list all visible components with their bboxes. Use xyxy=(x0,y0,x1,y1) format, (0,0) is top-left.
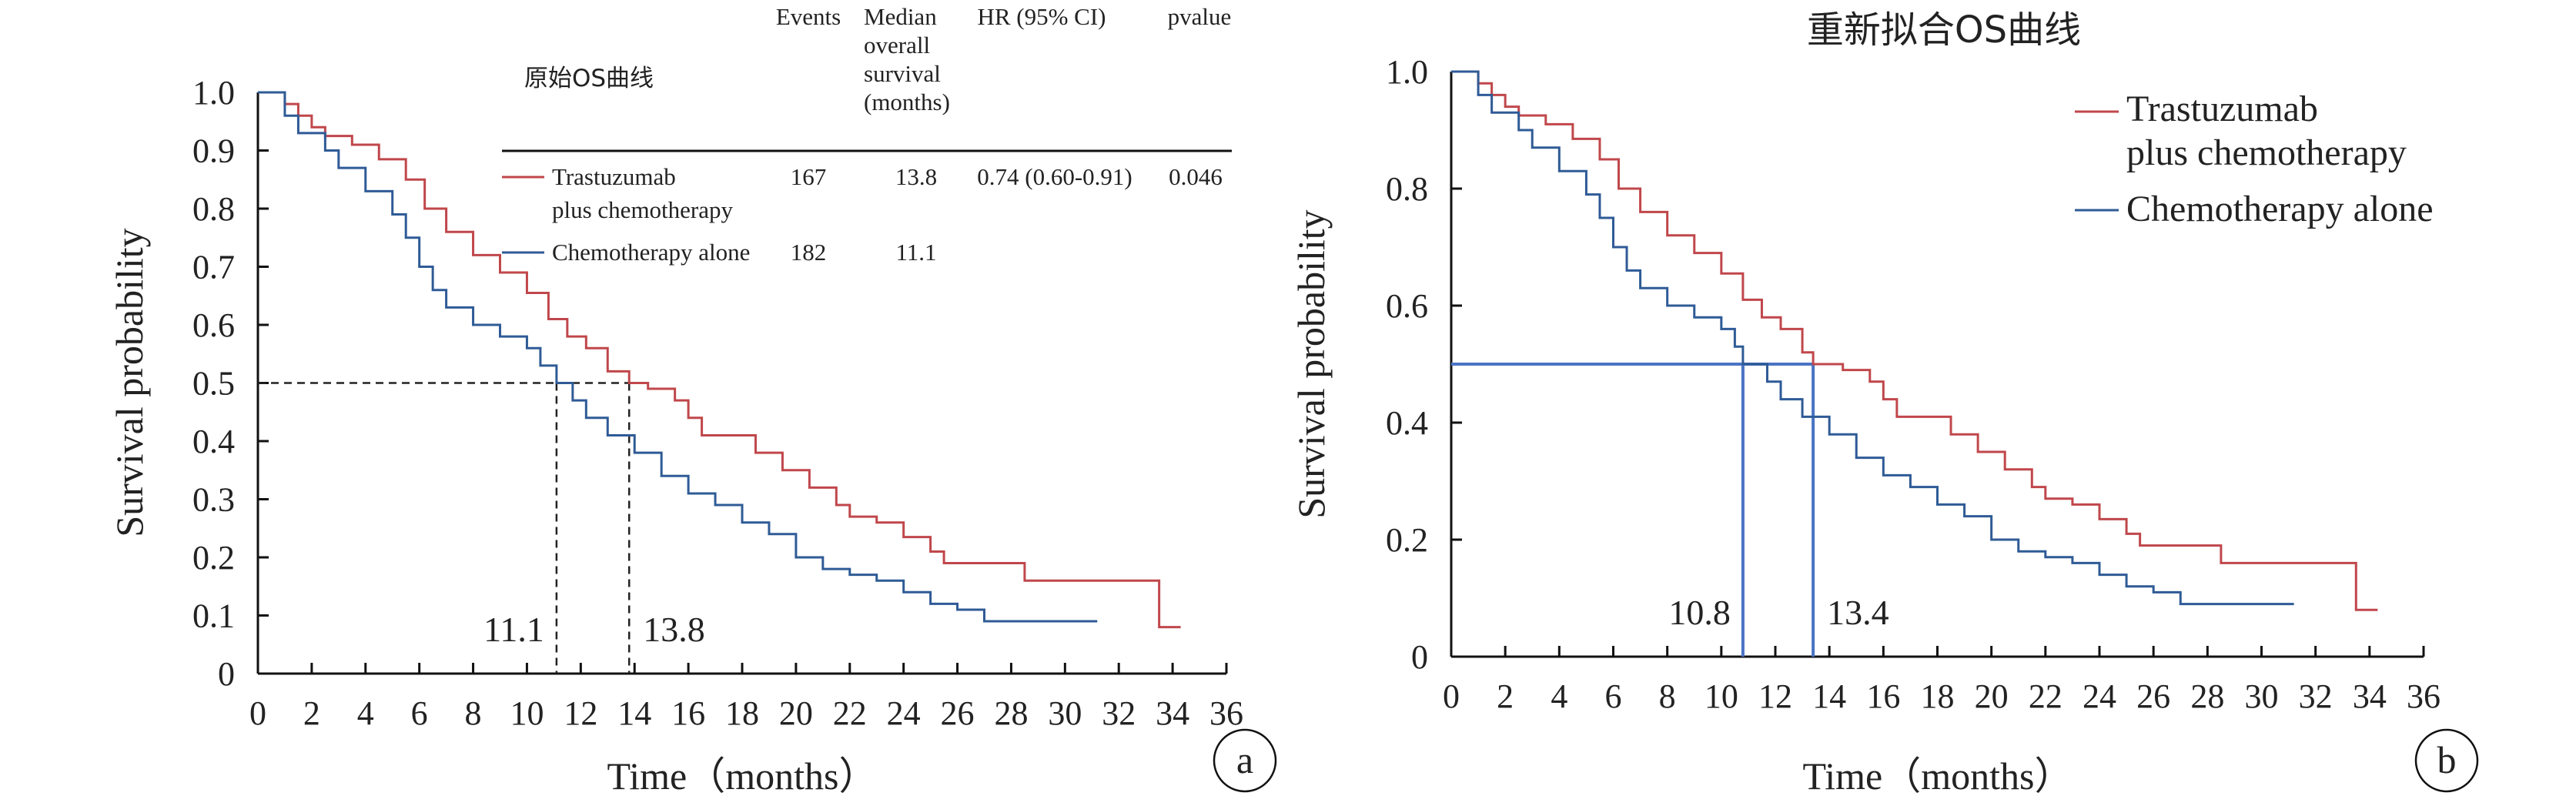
x-tick-label: 16 xyxy=(1866,677,1900,715)
table-header-median-line: Median xyxy=(864,3,937,30)
legend-label-chemotherapy: Chemotherapy alone xyxy=(2126,189,2434,229)
table-cell-hr: 0.74 (0.60-0.91) xyxy=(977,163,1132,190)
y-tick-label: 0.1 xyxy=(192,597,235,635)
x-tick-label: 24 xyxy=(887,694,921,732)
x-tick-label: 20 xyxy=(779,694,813,732)
panel-a: 0 2 4 6 8 10 12 14 16 18 20 22 24 26 28 30 32 34 3600.10.2… xyxy=(108,3,1277,798)
x-tick-label: 22 xyxy=(2029,677,2062,715)
x-tick-label: 6 xyxy=(1605,677,1622,715)
x-tick-label: 24 xyxy=(2083,677,2116,715)
x-tick-label: 26 xyxy=(941,694,975,732)
x-tick-label: 26 xyxy=(2136,677,2170,715)
y-tick-label: 0.2 xyxy=(192,539,235,577)
x-tick-label: 14 xyxy=(1812,677,1846,715)
x-tick-label: 8 xyxy=(1659,677,1676,715)
y-tick-label: 0.7 xyxy=(192,249,235,286)
x-tick-label: 4 xyxy=(357,694,374,732)
x-tick-label: 0 xyxy=(1443,677,1460,715)
panel-a-title: 原始OS曲线 xyxy=(524,65,654,92)
median-label: 11.1 xyxy=(483,610,544,649)
panel-b-title: 重新拟合OS曲线 xyxy=(1807,8,2081,52)
x-tick-label: 32 xyxy=(2299,677,2333,715)
y-tick-label: 0 xyxy=(218,655,235,693)
x-tick-label: 2 xyxy=(1497,677,1514,715)
x-tick-label: 10 xyxy=(510,694,544,732)
y-tick-label: 0.8 xyxy=(1386,170,1428,208)
series-line-1 xyxy=(1451,70,2294,606)
x-tick-label: 28 xyxy=(994,694,1028,732)
y-tick-label: 0.9 xyxy=(192,132,235,170)
x-tick-label: 36 xyxy=(1209,694,1243,732)
x-tick-label: 8 xyxy=(465,694,482,732)
table-row-label-line: Trastuzumab xyxy=(552,163,676,190)
y-tick-label: 0 xyxy=(1411,638,1428,676)
x-tick-label: 16 xyxy=(671,694,705,732)
y-tick-label: 0.4 xyxy=(1386,404,1428,442)
x-tick-label: 4 xyxy=(1551,677,1567,715)
y-axis-title: Survival probability xyxy=(1290,209,1333,518)
legend-label-line: plus chemotherapy xyxy=(2126,132,2407,173)
series-line-0 xyxy=(258,91,1181,629)
table-cell-median: 13.8 xyxy=(895,163,937,190)
panel-b: 0 2 4 6 8 10 12 14 16 18 20 22 24 26 28 30 32 34 3600.20.4… xyxy=(1290,8,2479,798)
series-line-1 xyxy=(258,91,1098,623)
x-tick-label: 12 xyxy=(1758,677,1792,715)
x-tick-label: 34 xyxy=(1156,694,1189,732)
table-cell-events: 167 xyxy=(791,163,827,190)
y-axis-title: Survival probability xyxy=(108,228,151,537)
y-tick-label: 0.6 xyxy=(192,306,235,344)
panel-letter-circle xyxy=(1213,728,1277,793)
x-tick-label: 32 xyxy=(1102,694,1136,732)
median-label: 13.4 xyxy=(1827,593,1889,632)
x-tick-label: 18 xyxy=(1921,677,1955,715)
table-header-median: Median overall survival (months) xyxy=(864,3,950,115)
table-header-hr: HR (95% CI) xyxy=(977,3,1106,30)
x-axis-title: Time（months） xyxy=(607,754,877,798)
table-cell-events: 182 xyxy=(791,239,827,266)
legend-label-line: Trastuzumab xyxy=(2126,89,2318,129)
table-header-median-line: (months) xyxy=(864,89,950,115)
x-tick-label: 30 xyxy=(1048,694,1082,732)
x-tick-label: 12 xyxy=(564,694,597,732)
x-tick-label: 10 xyxy=(1705,677,1738,715)
table-header-median-line: overall xyxy=(864,32,930,59)
x-tick-label: 2 xyxy=(303,694,320,732)
y-tick-label: 0.5 xyxy=(192,365,235,403)
x-tick-label: 6 xyxy=(411,694,428,732)
y-tick-label: 1.0 xyxy=(192,74,235,112)
y-tick-label: 0.3 xyxy=(192,481,235,519)
table-header-events: Events xyxy=(776,3,841,30)
table-row-label: Chemotherapy alone xyxy=(552,239,750,266)
x-tick-label: 14 xyxy=(617,694,651,732)
x-tick-label: 34 xyxy=(2353,677,2387,715)
table-cell-pvalue: 0.046 xyxy=(1169,163,1223,190)
x-axis-title: Time（months） xyxy=(1802,754,2073,798)
x-tick-label: 28 xyxy=(2190,677,2224,715)
x-tick-label: 36 xyxy=(2407,677,2441,715)
y-tick-label: 0.6 xyxy=(1386,287,1428,325)
x-tick-label: 30 xyxy=(2245,677,2279,715)
table-header-median-line: survival xyxy=(864,60,941,87)
y-tick-label: 0.4 xyxy=(192,423,235,460)
y-tick-label: 0.8 xyxy=(192,190,235,228)
table-row-label: Trastuzumab plus chemotherapy xyxy=(552,163,734,223)
table-row-label-line: plus chemotherapy xyxy=(552,196,734,223)
table-cell-median: 11.1 xyxy=(895,239,936,266)
panel-letter: a xyxy=(1236,738,1253,781)
x-tick-label: 18 xyxy=(725,694,759,732)
panel-letter-circle xyxy=(2414,728,2479,793)
median-label: 10.8 xyxy=(1668,593,1731,632)
series-line-0 xyxy=(1451,70,2378,611)
median-label: 13.8 xyxy=(643,610,705,649)
x-tick-label: 20 xyxy=(1975,677,2009,715)
table-header-pvalue: pvalue xyxy=(1168,3,1232,30)
y-tick-label: 1.0 xyxy=(1386,53,1428,91)
x-tick-label: 0 xyxy=(249,694,266,732)
legend-label-trastuzumab: Trastuzumab plus chemotherapy xyxy=(2126,89,2407,173)
panel-letter: b xyxy=(2437,738,2457,781)
y-tick-label: 0.2 xyxy=(1386,521,1428,559)
x-tick-label: 22 xyxy=(833,694,867,732)
